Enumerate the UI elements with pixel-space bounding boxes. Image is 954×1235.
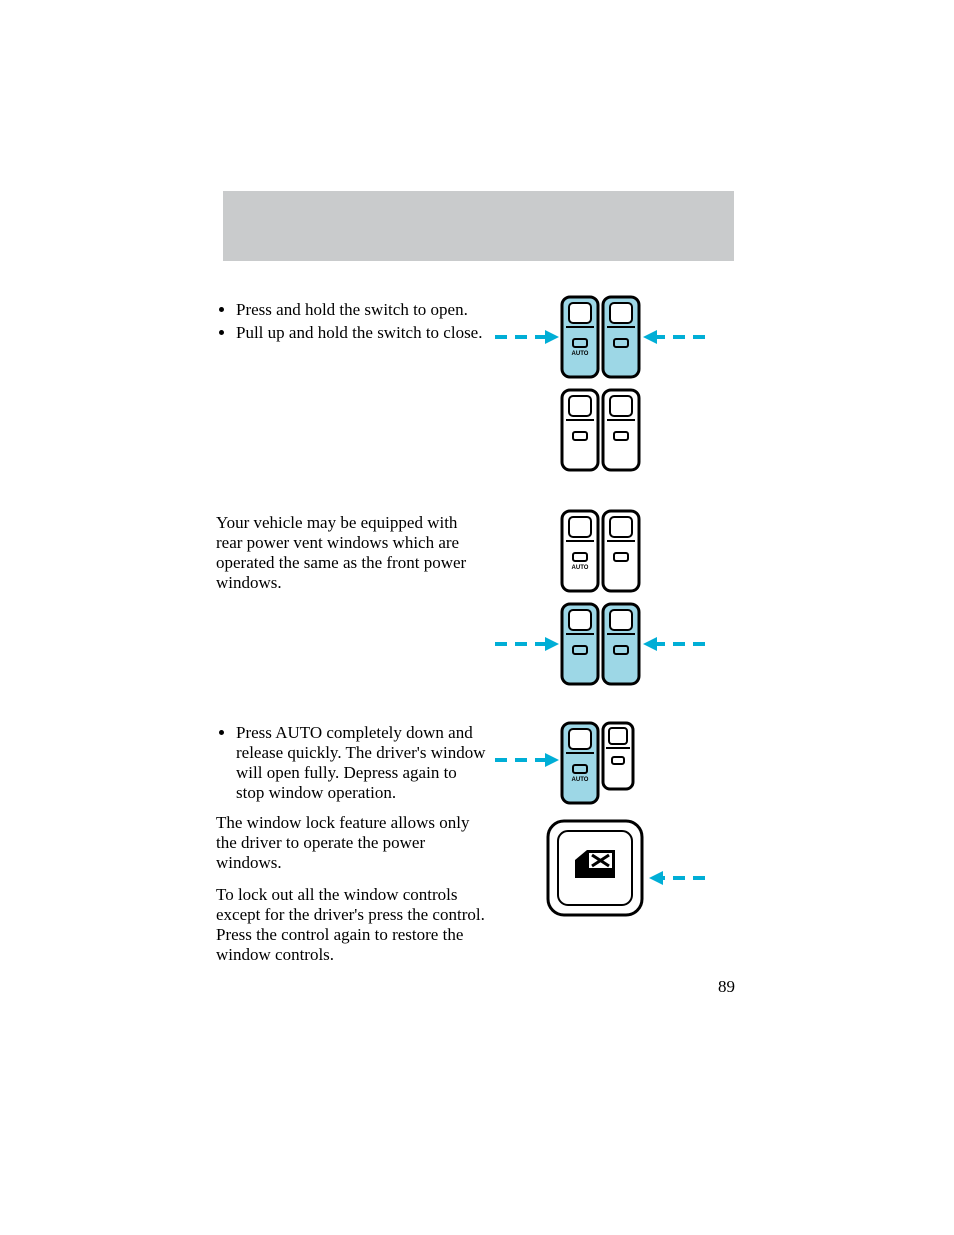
figure-front-switches: AUTO — [495, 294, 705, 476]
rear-vent-paragraph: Your vehicle may be equipped with rear p… — [216, 513, 486, 593]
figure-lock-button — [545, 818, 715, 918]
svg-text:AUTO: AUTO — [572, 351, 589, 357]
arrow-right-icon — [643, 637, 705, 651]
lock-feature-paragraph: The window lock feature allows only the … — [216, 813, 486, 873]
page-number: 89 — [718, 977, 735, 997]
arrow-left-icon — [495, 637, 559, 651]
arrow-left-icon — [495, 753, 559, 767]
bullet-open: Press and hold the switch to open. — [236, 300, 486, 320]
section2-text: Your vehicle may be equipped with rear p… — [216, 513, 486, 605]
arrow-left-icon — [495, 330, 559, 344]
lock-instruction-paragraph: To lock out all the window controls exce… — [216, 885, 486, 965]
figure-auto-switch: AUTO — [495, 720, 705, 806]
arrow-right-icon — [649, 871, 705, 885]
bullet-auto: Press AUTO completely down and release q… — [236, 723, 486, 803]
bullet-close: Pull up and hold the switch to close. — [236, 323, 486, 343]
header-band — [223, 191, 734, 261]
section1-text: Press and hold the switch to open. Pull … — [216, 300, 486, 346]
svg-text:AUTO: AUTO — [572, 777, 589, 783]
section3-text: Press AUTO completely down and release q… — [216, 723, 486, 806]
svg-text:AUTO: AUTO — [572, 565, 589, 571]
figure-rear-switches: AUTO — [495, 508, 705, 690]
section3-text-cont: The window lock feature allows only the … — [216, 813, 486, 977]
arrow-right-icon — [643, 330, 705, 344]
